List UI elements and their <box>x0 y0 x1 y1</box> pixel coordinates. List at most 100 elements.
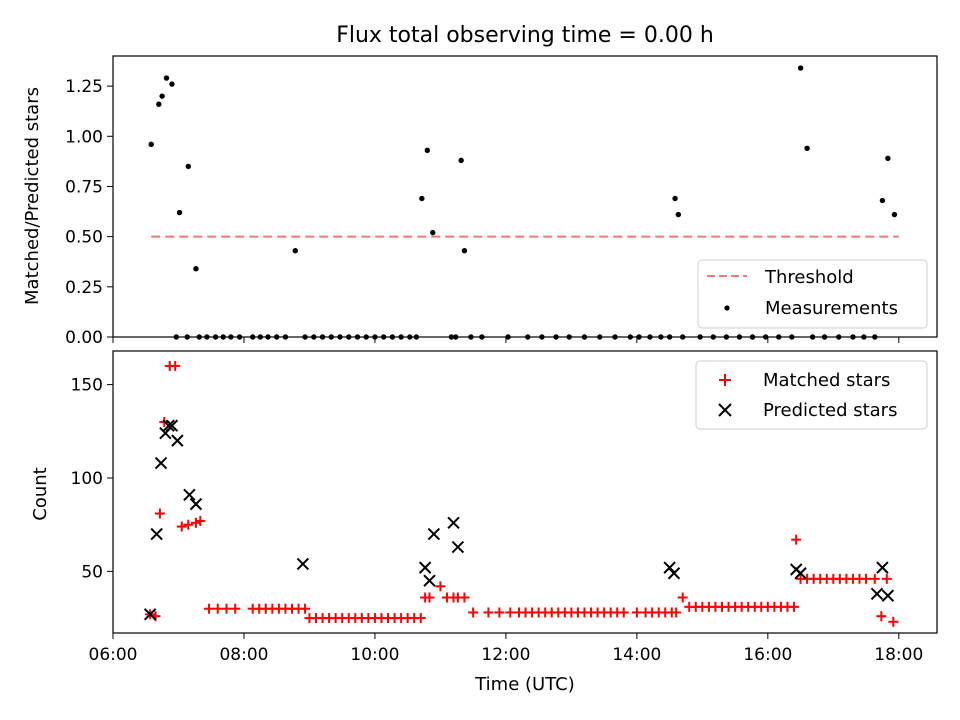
measurement-point <box>372 334 378 340</box>
measurements-series <box>148 65 898 340</box>
predicted-star-point <box>165 419 179 432</box>
measurement-point <box>836 334 842 340</box>
count-panel-y-ticks: 50 100 150 <box>71 376 113 582</box>
x-marker-b <box>794 567 807 580</box>
measurement-point <box>398 334 404 340</box>
measurement-point <box>879 197 886 204</box>
measurement-point <box>257 334 264 340</box>
measurement-point <box>265 334 271 340</box>
measurement-point <box>762 334 769 340</box>
x-marker-b <box>667 567 681 580</box>
measurement-point <box>505 334 511 340</box>
chart-title: Flux total observing time = 0.00 h <box>336 23 714 48</box>
x-tick-label: 16:00 <box>743 645 792 665</box>
matched-legend-swatch <box>719 374 731 386</box>
x-tick-label: 14:00 <box>612 645 661 665</box>
measurement-point <box>872 334 878 340</box>
predicted-star-point <box>876 561 889 574</box>
matched-star-point <box>789 601 800 612</box>
measurement-point <box>821 334 828 340</box>
measurement-point <box>249 334 256 340</box>
measurement-point <box>885 155 891 162</box>
predicted-stars-series <box>143 419 895 621</box>
measurement-point <box>675 211 682 218</box>
measurement-point <box>697 334 703 340</box>
measurement-point <box>196 334 202 340</box>
matched-star-point <box>483 607 494 618</box>
measurement-point <box>776 334 782 340</box>
x-marker-b <box>296 557 310 571</box>
measurement-point <box>809 334 816 340</box>
measurement-point <box>525 334 531 340</box>
x-marker-b <box>165 419 179 432</box>
measurement-point <box>647 334 653 340</box>
measurement-point <box>319 334 326 340</box>
matched-star-point <box>671 607 682 618</box>
measurement-point <box>407 334 413 340</box>
y-tick-label: 150 <box>71 376 103 396</box>
y-tick-label: 0.00 <box>65 328 103 348</box>
ratio-panel-frame <box>112 55 938 338</box>
measurement-point <box>612 334 618 340</box>
threshold-legend-label: Threshold <box>764 267 854 288</box>
predicted-star-point <box>427 527 441 541</box>
x-marker-b <box>183 488 196 502</box>
matched-star-point <box>415 613 426 624</box>
measurement-point <box>380 334 387 340</box>
predicted-star-point <box>143 608 157 621</box>
measurement-point <box>448 334 455 340</box>
measurement-point <box>566 334 572 340</box>
legend-box <box>697 259 928 329</box>
measurement-point <box>789 334 795 340</box>
measurement-point <box>666 334 673 340</box>
y-tick-label: 100 <box>71 469 103 489</box>
count-panel: 50 100 150 06:00 08:00 10:00 12:00 14:00 16:00 1… <box>30 350 938 695</box>
predicted-star-point <box>667 567 681 580</box>
y-tick-label: 0.50 <box>65 228 103 248</box>
measurement-point <box>736 334 743 340</box>
measurements-legend-swatch <box>724 305 730 311</box>
matched-star-point <box>221 603 232 614</box>
measurement-point <box>850 334 856 340</box>
measurement-point <box>193 266 199 272</box>
y-tick-label: 50 <box>81 562 103 582</box>
matched-star-point <box>230 603 241 614</box>
ratio-panel-y-axis-label: Matched/Predicted stars <box>22 87 43 305</box>
measurement-point <box>204 334 210 340</box>
measurement-point <box>804 145 810 152</box>
x-marker-b <box>143 608 157 621</box>
measurement-point <box>337 334 343 340</box>
predicted-star-point <box>447 516 460 530</box>
measurement-point <box>461 247 468 254</box>
matched-star-point <box>494 607 505 618</box>
matched-star-point <box>459 592 470 603</box>
count-panel-y-axis-label: Count <box>30 467 51 520</box>
predicted-star-point <box>154 456 168 470</box>
y-tick-label: 0.25 <box>65 278 103 298</box>
predicted-star-point <box>189 497 203 511</box>
x-marker-b <box>423 574 436 587</box>
ratio-panel: Flux total observing time = 0.00 h 0.00 0… <box>22 23 938 348</box>
matched-legend-label: Matched stars <box>763 370 890 391</box>
measurement-point <box>539 334 545 340</box>
predicted-star-point <box>183 488 196 502</box>
predicted-legend-label: Predicted stars <box>763 400 897 421</box>
measurement-point <box>212 334 219 340</box>
predicted-star-point <box>296 557 310 571</box>
matched-star-point <box>888 616 899 627</box>
measurement-point <box>228 334 234 340</box>
measurement-point <box>302 334 308 340</box>
ratio-panel-y-ticks: 0.00 0.25 0.50 0.75 1.00 1.25 <box>65 77 113 348</box>
x-tick-label: 08:00 <box>219 645 268 665</box>
measurement-point <box>176 209 183 216</box>
measurement-point <box>468 334 474 340</box>
predicted-star-point <box>451 540 465 554</box>
measurement-point <box>148 141 154 148</box>
x-marker-b <box>154 456 168 470</box>
measurement-point <box>389 334 396 340</box>
count-panel-legend: Matched stars Predicted stars <box>695 360 928 430</box>
matched-star-point <box>170 360 181 371</box>
predicted-star-point <box>162 419 175 432</box>
measurement-point <box>363 334 369 340</box>
predicted-legend-swatch <box>718 403 732 417</box>
